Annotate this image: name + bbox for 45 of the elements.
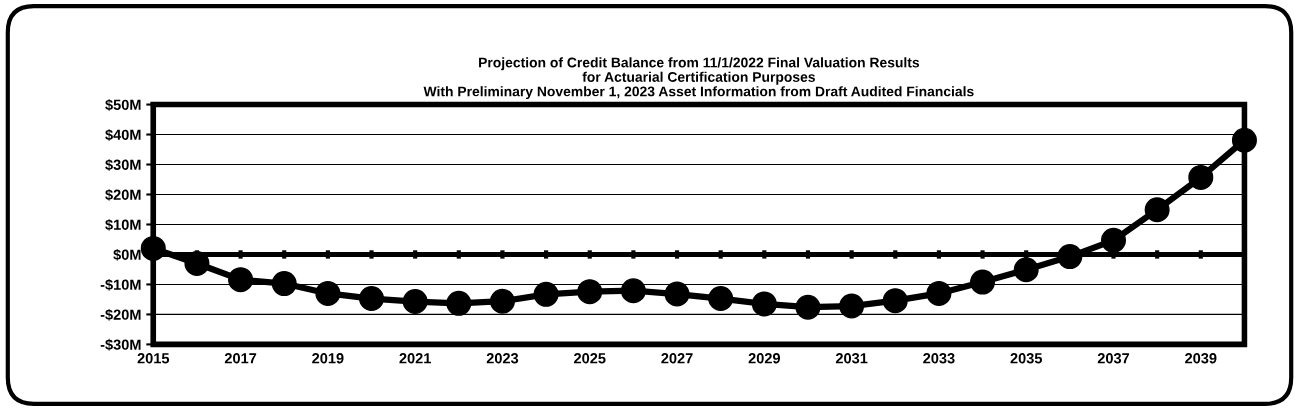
point [533, 281, 559, 307]
point [489, 288, 515, 314]
x-tick-label: 2027 [661, 353, 693, 364]
point [751, 291, 777, 317]
y-tick-label: $30M [105, 158, 141, 171]
x-tick-label: 2017 [224, 353, 257, 364]
x-tick-label: 2023 [486, 353, 519, 364]
y-tick-label: $40M [105, 128, 141, 141]
x-tick-label: 2029 [748, 353, 781, 364]
point [1101, 227, 1127, 253]
x-tick-label: 2021 [399, 353, 431, 364]
point [1013, 257, 1039, 283]
y-tick-label: -$10M [100, 278, 141, 291]
point [708, 286, 734, 312]
point [795, 294, 821, 320]
y-tick-label: $50M [105, 99, 141, 111]
point [1188, 164, 1214, 190]
chart-title: Projection of Credit Balance from 11/1/2022 Final Valuation Results for Actuarial Certification Purposes With Preliminary November 1, 2023 Asset Information from Draft Audited Financials [423, 57, 974, 100]
point [970, 269, 996, 295]
point [315, 280, 341, 306]
point [620, 278, 646, 304]
y-tick-label: $10M [105, 218, 141, 231]
x-tick-label: 2035 [1010, 353, 1043, 364]
point [1144, 197, 1170, 223]
x-tick-label: 2033 [923, 353, 955, 364]
point [271, 271, 297, 297]
x-tick-label: 2037 [1097, 353, 1130, 364]
point [402, 289, 428, 315]
y-tick-label: $0M [113, 248, 141, 261]
x-tick-label: 2015 [137, 353, 170, 364]
y-tick-label: $20M [105, 188, 141, 201]
point [664, 281, 690, 307]
point [882, 288, 908, 314]
point [446, 290, 472, 316]
y-tick-label: -$20M [100, 308, 141, 321]
point [228, 267, 254, 293]
x-tick-label: 2031 [835, 353, 868, 364]
point [359, 286, 385, 312]
x-tick-label: 2025 [574, 353, 606, 364]
y-tick-label: -$30M [100, 338, 141, 351]
point [926, 280, 952, 306]
x-tick-label: 2019 [312, 353, 344, 364]
point [577, 279, 603, 305]
x-tick-label: 2039 [1185, 353, 1217, 364]
point [839, 293, 865, 319]
